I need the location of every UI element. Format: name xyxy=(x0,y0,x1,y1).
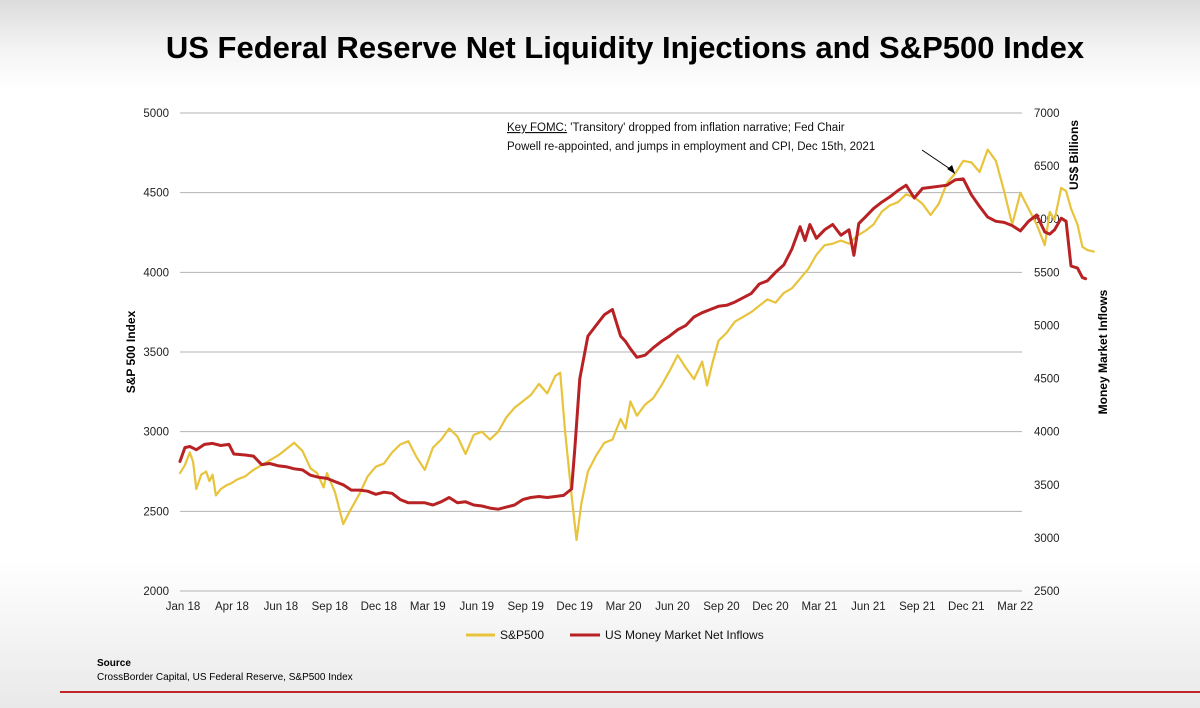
source-text: CrossBorder Capital, US Federal Reserve,… xyxy=(97,672,353,683)
x-tick-label: Jan 18 xyxy=(166,601,201,613)
legend-label: S&P500 xyxy=(500,628,544,642)
x-tick-label: Sep 21 xyxy=(899,601,935,613)
right-tick-label: 6500 xyxy=(1034,161,1060,173)
x-tick-label: Mar 22 xyxy=(997,601,1033,613)
annotation-line-1: Key FOMC: 'Transitory' dropped from infl… xyxy=(507,122,845,134)
right-tick-label: 4000 xyxy=(1034,427,1060,439)
x-tick-label: Sep 19 xyxy=(507,601,543,613)
x-tick-label: Jun 18 xyxy=(264,601,299,613)
legend-label: US Money Market Net Inflows xyxy=(605,628,764,642)
grid-lines xyxy=(180,112,1022,592)
x-tick-label: Mar 21 xyxy=(801,601,837,613)
x-tick-label: Sep 20 xyxy=(703,601,739,613)
x-tick-label: Mar 19 xyxy=(410,601,446,613)
footer-rule xyxy=(60,691,1200,693)
annotation-line-1-text: 'Transitory' dropped from inflation narr… xyxy=(567,122,845,134)
x-tick-label: Jun 19 xyxy=(459,601,494,613)
money-market-inflows-line xyxy=(178,177,1088,511)
right-axis-unit-label: US$ Billions xyxy=(1067,120,1081,190)
x-axis-ticks: Jan 18 Apr 18 Jun 18 Sep 18 Dec 18 Mar 19 Jun … xyxy=(166,601,1033,613)
left-tick-label: 3000 xyxy=(143,427,169,439)
left-tick-label: 4000 xyxy=(143,267,169,279)
fomc-annotation: Key FOMC: 'Transitory' dropped from infl… xyxy=(507,122,956,174)
x-tick-label: Jun 20 xyxy=(655,601,690,613)
x-tick-label: Sep 18 xyxy=(312,601,348,613)
left-tick-label: 4500 xyxy=(143,188,169,200)
right-tick-label: 5000 xyxy=(1034,320,1060,332)
series-lines xyxy=(178,148,1095,542)
sp500-line xyxy=(178,148,1095,542)
left-axis-ticks: 2000 2500 3000 3500 4000 4500 5000 xyxy=(143,108,169,598)
left-tick-label: 5000 xyxy=(143,108,169,120)
source-heading: Source xyxy=(97,658,131,669)
right-tick-label: 2500 xyxy=(1034,586,1060,598)
right-tick-label: 7000 xyxy=(1034,108,1060,120)
left-tick-label: 2000 xyxy=(143,586,169,598)
annotation-line-2: Powell re-appointed, and jumps in employ… xyxy=(507,141,875,153)
left-tick-label: 2500 xyxy=(143,506,169,518)
x-tick-label: Dec 19 xyxy=(556,601,592,613)
right-tick-label: 3000 xyxy=(1034,533,1060,545)
x-tick-label: Dec 21 xyxy=(948,601,984,613)
annotation-arrow-head xyxy=(947,165,956,174)
right-tick-label: 3500 xyxy=(1034,480,1060,492)
page-title: US Federal Reserve Net Liquidity Injecti… xyxy=(165,30,1085,65)
legend: S&P500 US Money Market Net Inflows xyxy=(466,628,764,642)
x-tick-label: Jun 21 xyxy=(851,601,886,613)
left-tick-label: 3500 xyxy=(143,347,169,359)
x-tick-label: Mar 20 xyxy=(606,601,642,613)
x-tick-label: Apr 18 xyxy=(215,601,249,613)
right-tick-label: 4500 xyxy=(1034,374,1060,386)
annotation-arrow-line xyxy=(921,149,954,172)
right-axis-label: Money Market Inflows xyxy=(1096,289,1110,414)
annotation-key-label: Key FOMC: xyxy=(507,122,567,134)
x-tick-label: Dec 20 xyxy=(752,601,788,613)
left-axis-label: S&P 500 Index xyxy=(124,310,138,393)
x-tick-label: Dec 18 xyxy=(361,601,397,613)
right-tick-label: 5500 xyxy=(1034,267,1060,279)
